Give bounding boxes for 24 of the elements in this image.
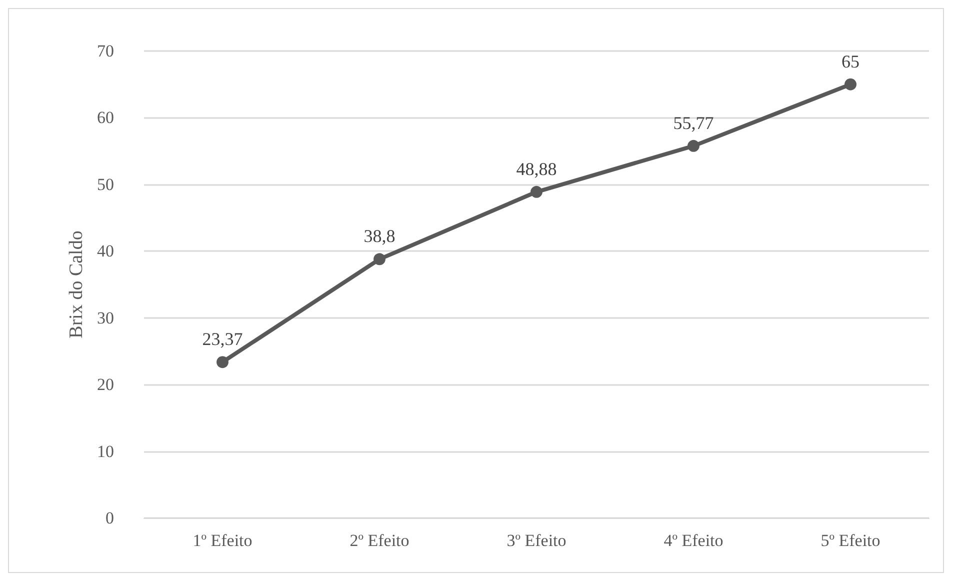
y-tick-label: 10	[97, 442, 114, 461]
point	[530, 186, 542, 198]
data-label: 38,8	[364, 226, 396, 246]
point	[688, 140, 700, 152]
x-tick-label: 3º Efeito	[506, 531, 566, 550]
data-label: 48,88	[516, 158, 557, 179]
point	[374, 253, 386, 266]
data-label: 23,37	[202, 329, 243, 350]
x-tick-label: 1º Efeito	[192, 531, 252, 550]
x-tick-label: 5º Efeito	[820, 531, 880, 550]
x-tick-label: 2º Efeito	[350, 531, 410, 550]
y-tick-label: 60	[97, 108, 114, 128]
y-axis-title: Brix do Caldo	[66, 230, 88, 338]
data-label: 55,77	[673, 112, 714, 133]
y-tick-label: 50	[97, 174, 114, 194]
y-tick-label: 20	[97, 375, 114, 394]
y-tick-label: 70	[97, 42, 114, 60]
data-label: 65	[842, 51, 860, 72]
y-tick-label: 0	[106, 508, 114, 528]
x-tick-label: 4º Efeito	[664, 531, 724, 550]
y-tick-label: 40	[97, 242, 114, 261]
point	[216, 356, 228, 368]
point	[844, 78, 856, 90]
y-tick-label: 30	[97, 308, 114, 328]
